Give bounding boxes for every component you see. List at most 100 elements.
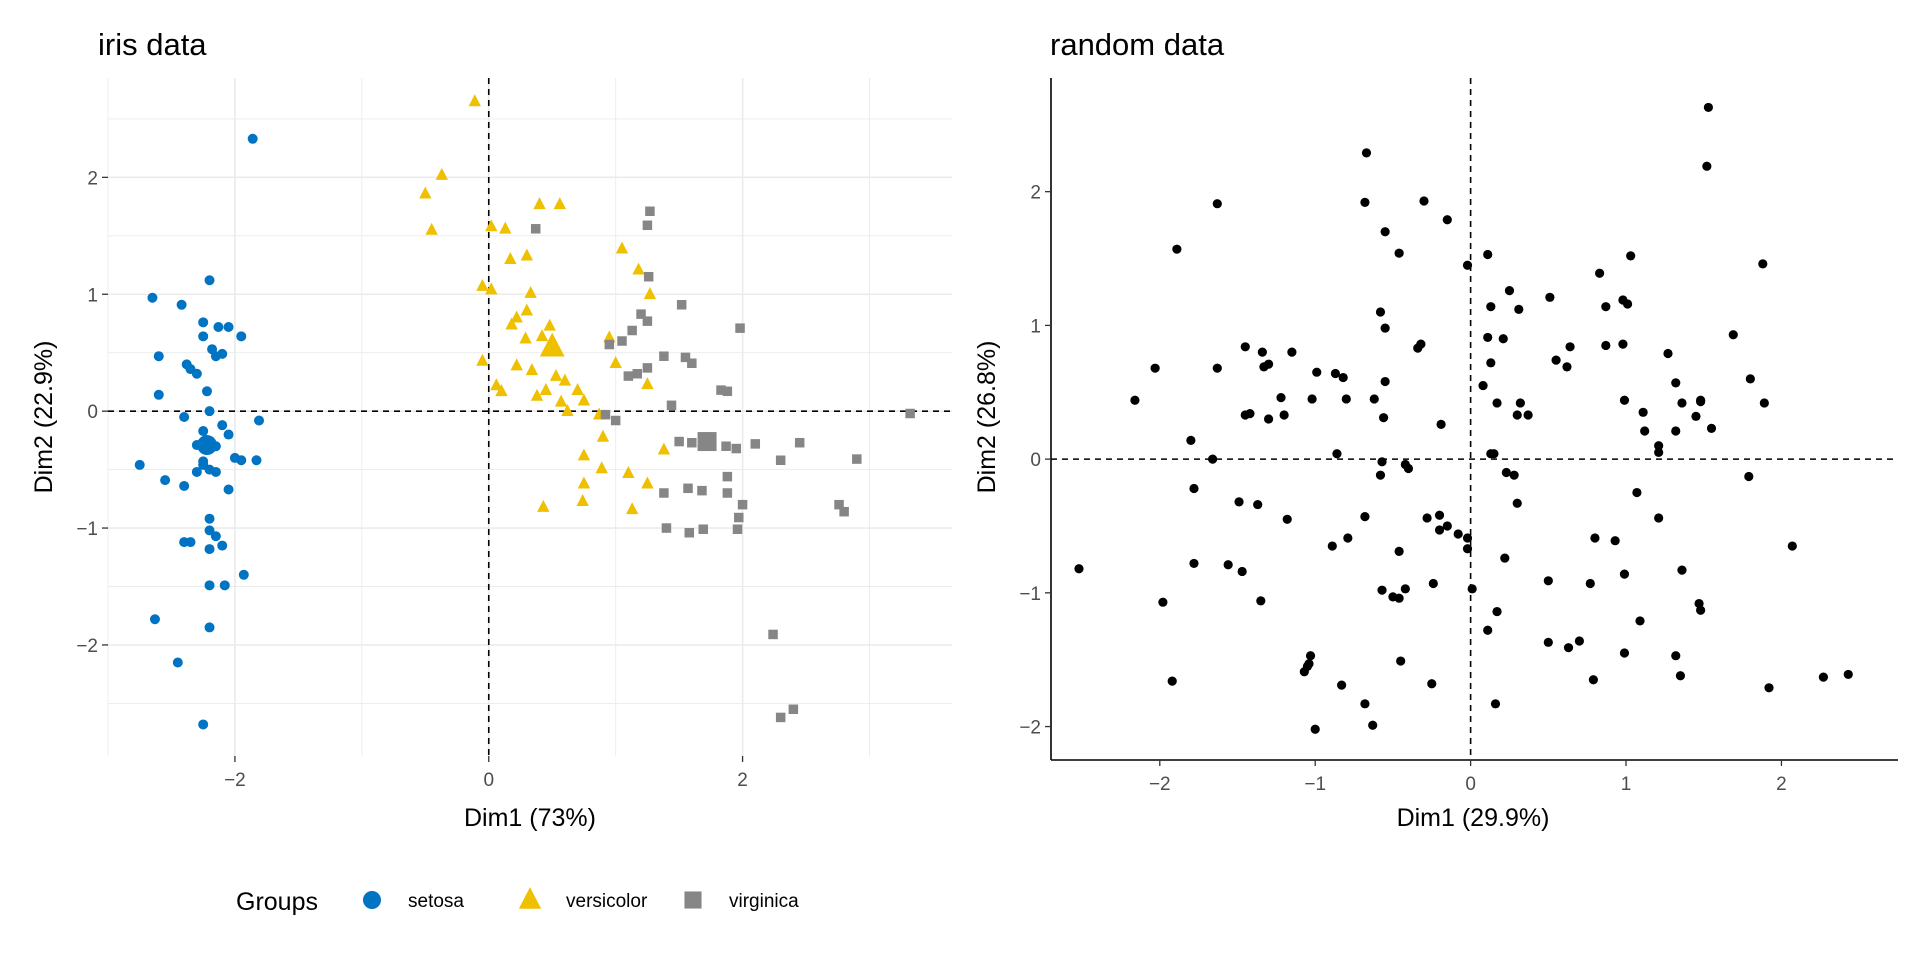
- versicolor-centroid: [539, 332, 565, 357]
- setosa-point: [176, 299, 187, 310]
- random-point: [1375, 470, 1386, 480]
- virginica-point: [735, 323, 745, 333]
- y-tick-label: 1: [1030, 316, 1041, 337]
- random-point: [1368, 720, 1378, 730]
- random-point: [1512, 498, 1522, 508]
- versicolor-point: [625, 502, 639, 515]
- versicolor-point: [643, 287, 657, 300]
- versicolor-point: [576, 494, 589, 506]
- versicolor-point: [485, 219, 498, 232]
- virginica-point: [683, 483, 693, 494]
- random-point: [1400, 584, 1410, 594]
- legend-setosa-label: setosa: [408, 891, 464, 912]
- versicolor-point: [609, 356, 622, 369]
- versicolor-point: [537, 499, 550, 512]
- random-point: [1745, 374, 1755, 384]
- setosa-point: [210, 351, 221, 362]
- setosa-point: [160, 475, 171, 486]
- random-point: [1492, 606, 1502, 617]
- setosa-centroid: [196, 435, 217, 456]
- versicolor-point: [603, 330, 616, 343]
- random-point: [1377, 457, 1387, 467]
- random-point: [1635, 616, 1645, 626]
- versicolor-point: [533, 197, 546, 210]
- random-point: [1330, 368, 1341, 379]
- setosa-point: [204, 544, 215, 555]
- random-point: [1638, 407, 1648, 417]
- random-point: [1360, 512, 1370, 522]
- random-point: [1483, 249, 1493, 260]
- random-point: [1787, 541, 1797, 551]
- random-point: [1223, 560, 1233, 570]
- virginica-point: [768, 629, 778, 640]
- versicolor-point: [615, 241, 629, 254]
- setosa-point: [134, 459, 145, 470]
- versicolor-point: [525, 363, 539, 376]
- virginica-point: [643, 271, 654, 282]
- random-point: [1312, 367, 1322, 377]
- virginica-point: [697, 485, 707, 496]
- setosa-point: [179, 537, 190, 548]
- y-tick-label: −2: [76, 636, 98, 657]
- versicolor-point: [571, 382, 584, 395]
- setosa-point: [191, 368, 202, 379]
- x-tick-label: −2: [1149, 774, 1171, 795]
- versicolor-point: [577, 393, 591, 406]
- virginica-point: [775, 712, 786, 723]
- virginica-point: [722, 488, 733, 498]
- setosa-point: [198, 331, 209, 342]
- random-points: [1074, 102, 1853, 734]
- iris-title: iris data: [98, 27, 207, 62]
- x-tick-label: 0: [483, 770, 494, 791]
- y-tick-label: 2: [1030, 183, 1041, 204]
- random-point: [1403, 463, 1414, 474]
- virginica-point: [636, 309, 646, 319]
- virginica-point: [674, 436, 684, 447]
- y-tick-label: −1: [1019, 584, 1041, 605]
- random-point: [1478, 380, 1488, 391]
- random-point: [1654, 513, 1664, 523]
- setosa-point: [217, 420, 228, 431]
- random-point: [1626, 251, 1636, 261]
- random-point: [1702, 161, 1712, 171]
- versicolor-point: [520, 303, 534, 316]
- setosa-point: [191, 466, 202, 477]
- random-point: [1212, 363, 1222, 373]
- random-point: [1263, 414, 1274, 424]
- random-point: [1671, 378, 1681, 388]
- setosa-point: [210, 531, 221, 542]
- versicolor-point: [504, 252, 517, 265]
- random-point: [1706, 423, 1717, 433]
- random-point: [1338, 372, 1348, 383]
- virginica-point: [905, 408, 915, 419]
- random-point: [1619, 395, 1630, 405]
- random-point: [1327, 541, 1337, 551]
- random-point: [1677, 565, 1687, 575]
- iris-panel: −2 0 2 −2 −1 0 1 2 iris data Dim1 (73%) Dim2 (2…: [30, 27, 952, 832]
- setosa-point: [213, 321, 224, 332]
- random-point: [1565, 342, 1575, 352]
- virginica-centroid: [697, 432, 717, 452]
- virginica-point: [698, 524, 708, 534]
- setosa-point: [238, 569, 249, 580]
- random-point: [1337, 680, 1347, 690]
- versicolor-point: [596, 429, 610, 442]
- versicolor-point: [577, 476, 591, 489]
- versicolor-point: [561, 404, 574, 416]
- setosa-point: [236, 455, 247, 466]
- virginica-point: [623, 371, 634, 381]
- virginica-point: [734, 512, 744, 523]
- random-point: [1189, 483, 1199, 494]
- random-point: [1467, 584, 1477, 594]
- setosa-point: [236, 331, 247, 342]
- setosa-point: [254, 415, 265, 426]
- virginica-point: [737, 499, 748, 510]
- random-point: [1492, 398, 1502, 408]
- random-point: [1764, 683, 1774, 693]
- random-axes: −2 −1 0 1 2 −2 −1 0 1 2: [1019, 78, 1898, 795]
- random-point: [1545, 292, 1555, 302]
- random-point: [1640, 426, 1650, 436]
- virginica-point: [716, 385, 726, 395]
- random-point: [1310, 724, 1320, 734]
